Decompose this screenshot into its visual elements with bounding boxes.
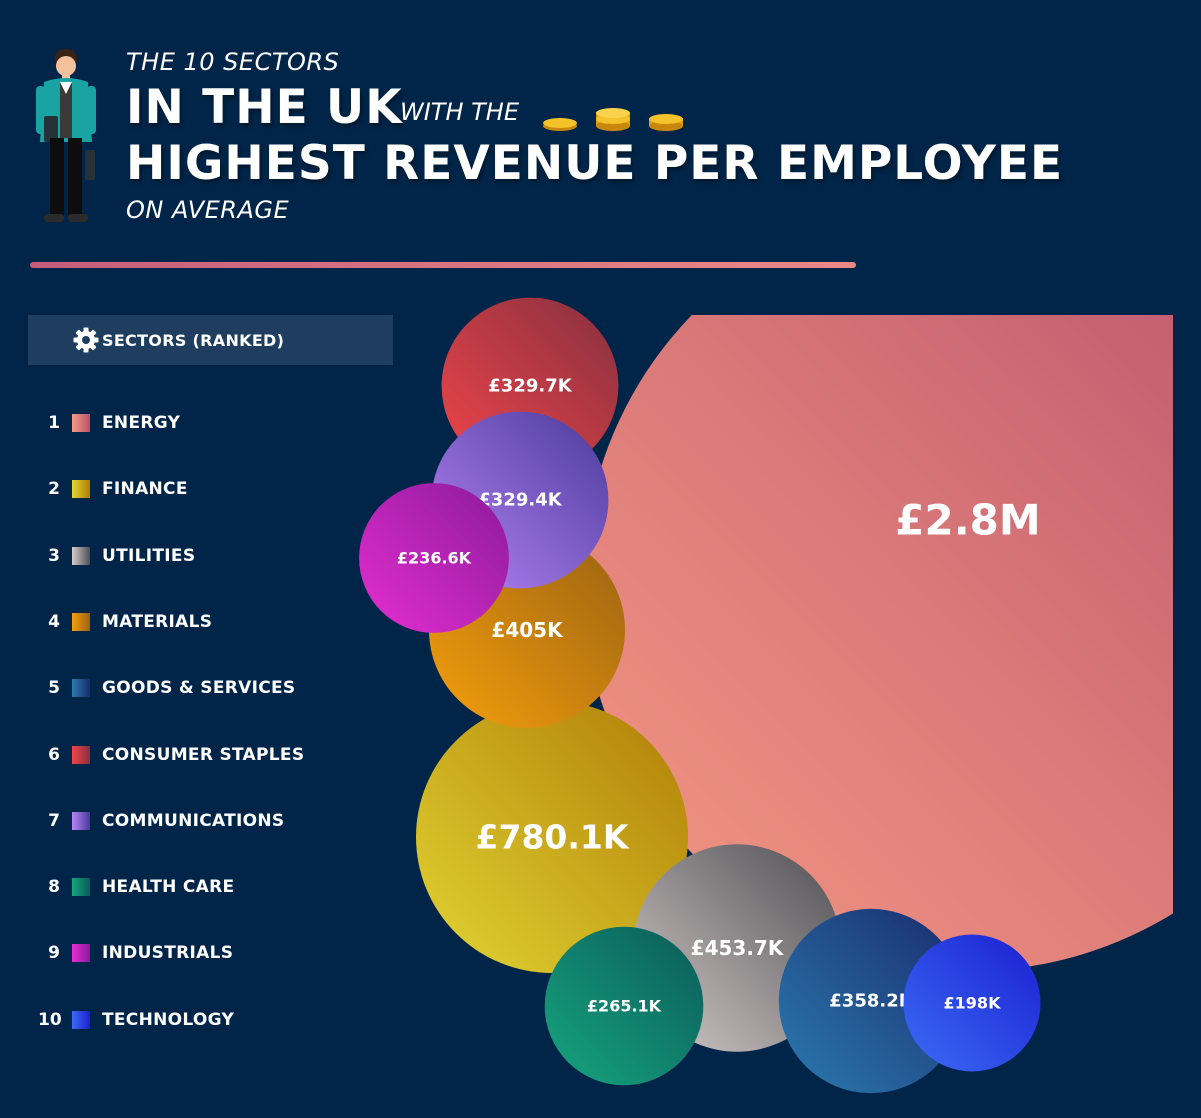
- title-kicker-bottom: ON AVERAGE: [126, 196, 290, 224]
- legend-item: 7 COMMUNICATIONS: [38, 809, 378, 833]
- legend-rank: 9: [48, 943, 60, 963]
- legend-label: UTILITIES: [102, 546, 196, 566]
- legend-label: TECHNOLOGY: [102, 1010, 235, 1030]
- bubble-health-care: [544, 926, 704, 1086]
- legend-title: SECTORS (RANKED): [102, 331, 285, 350]
- title-line-1: IN THE UK: [126, 80, 403, 135]
- legend-item: 6 CONSUMER STAPLES: [38, 743, 378, 767]
- header-divider: [30, 262, 856, 268]
- legend-rank: 1: [48, 413, 60, 433]
- legend-item: 3 UTILITIES: [38, 544, 378, 568]
- legend-swatch: [72, 944, 90, 962]
- legend-swatch: [72, 812, 90, 830]
- bubble-value-label: £265.1K: [587, 997, 662, 1016]
- title-line-1-suffix: WITH THE: [400, 98, 520, 126]
- legend-swatch: [72, 1011, 90, 1029]
- bubble-value-label: £329.7K: [488, 376, 572, 397]
- bubble-value-label: £329.4K: [478, 490, 562, 511]
- legend-label: GOODS & SERVICES: [102, 678, 296, 698]
- legend-swatch: [72, 878, 90, 896]
- legend-swatch: [72, 746, 90, 764]
- coins-icon: [543, 108, 683, 131]
- legend-swatch: [72, 547, 90, 565]
- bubble-value-label: £198K: [944, 994, 1002, 1013]
- legend-label: ENERGY: [102, 413, 181, 433]
- bubble-value-label: £405K: [491, 618, 564, 642]
- legend-header: SECTORS (RANKED): [28, 315, 393, 365]
- legend-rank: 6: [48, 745, 60, 765]
- legend-item: 4 MATERIALS: [38, 610, 378, 634]
- legend-rank: 4: [48, 612, 60, 632]
- bubble-technology: [903, 934, 1041, 1072]
- bubble-industrials: [359, 483, 509, 633]
- legend-rank: 2: [48, 479, 60, 499]
- legend-item: 8 HEALTH CARE: [38, 875, 378, 899]
- legend-item: 1 ENERGY: [38, 411, 378, 435]
- gear-icon: [73, 327, 99, 353]
- legend-rank: 8: [48, 877, 60, 897]
- businessman-illustration: [36, 49, 96, 222]
- legend-swatch: [72, 679, 90, 697]
- bubble-energy: [583, 315, 1173, 971]
- legend-item: 9 INDUSTRIALS: [38, 941, 378, 965]
- bubble-value-label: £2.8M: [895, 496, 1040, 545]
- legend-swatch: [72, 613, 90, 631]
- legend-swatch: [72, 480, 90, 498]
- legend-label: HEALTH CARE: [102, 877, 235, 897]
- legend-rank: 7: [48, 811, 60, 831]
- bubble-value-label: £236.6K: [397, 549, 472, 568]
- legend-label: CONSUMER STAPLES: [102, 745, 305, 765]
- bubble-finance: [416, 701, 688, 973]
- legend-label: MATERIALS: [102, 612, 213, 632]
- legend-rank: 3: [48, 546, 60, 566]
- legend-label: FINANCE: [102, 479, 188, 499]
- legend-label: INDUSTRIALS: [102, 943, 234, 963]
- bubble-value-label: £358.2K: [829, 991, 913, 1012]
- legend-item: 10 TECHNOLOGY: [38, 1008, 378, 1032]
- legend-swatch: [72, 414, 90, 432]
- bubble-value-label: £453.7K: [691, 936, 785, 960]
- bubble-value-label: £780.1K: [476, 818, 630, 857]
- bubble-goods-services: [778, 908, 964, 1094]
- title-kicker-top: THE 10 SECTORS: [126, 48, 340, 76]
- title-line-2: HIGHEST REVENUE PER EMPLOYEE: [126, 136, 1064, 191]
- legend-rank: 10: [38, 1010, 62, 1030]
- legend-item: 2 FINANCE: [38, 477, 378, 501]
- legend-item: 5 GOODS & SERVICES: [38, 676, 378, 700]
- legend-rank: 5: [48, 678, 60, 698]
- legend-label: COMMUNICATIONS: [102, 811, 285, 831]
